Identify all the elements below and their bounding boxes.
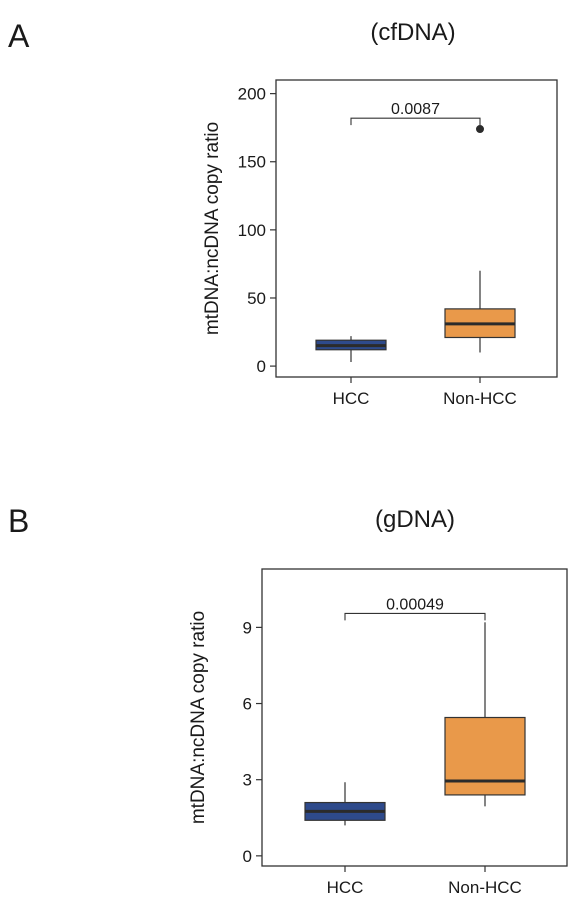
x-tick-label: HCC [333,389,370,408]
box-non-hcc [444,622,526,807]
chart-title-b: (gDNA) [375,506,455,533]
outlier-point [476,125,484,134]
y-tick-label: 3 [243,771,252,790]
y-tick-label: 6 [243,695,252,714]
plot-frame [261,568,568,867]
y-tick-label: 150 [238,153,266,172]
y-axis-label: mtDNA:ncDNA copy ratio [202,122,223,335]
chart-gdna: mtDNA:ncDNA copy ratio 0 3 6 9 HCC Non-HCC 0.00… [188,568,568,897]
y-axis-label: mtDNA:ncDNA copy ratio [188,611,209,824]
y-tick-label: 200 [238,85,266,104]
x-tick-label: HCC [327,878,364,897]
plot-frame [275,79,558,378]
box-body [444,716,526,796]
y-tick-label: 100 [238,221,266,240]
box-hcc [304,782,386,826]
significance-bracket [350,117,481,126]
y-tick-label: 0 [243,847,252,866]
chart-title-a: (cfDNA) [370,19,455,46]
panel-letter-a: A [8,18,30,54]
box-hcc [315,336,387,363]
box-non-hcc [444,125,516,353]
significance-bracket [344,612,486,621]
x-tick-label: Non-HCC [448,878,522,897]
x-tick-label: Non-HCC [443,389,517,408]
y-tick-label: 50 [247,289,266,308]
panel-letter-b: B [8,503,29,539]
y-tick-label: 0 [257,357,266,376]
y-tick-label: 9 [243,618,252,637]
p-value-label: 0.00049 [386,596,444,613]
p-value-label: 0.0087 [391,101,440,118]
chart-cfdna: mtDNA:ncDNA copy ratio 0 50 100 150 200 HCC Non… [202,79,558,408]
